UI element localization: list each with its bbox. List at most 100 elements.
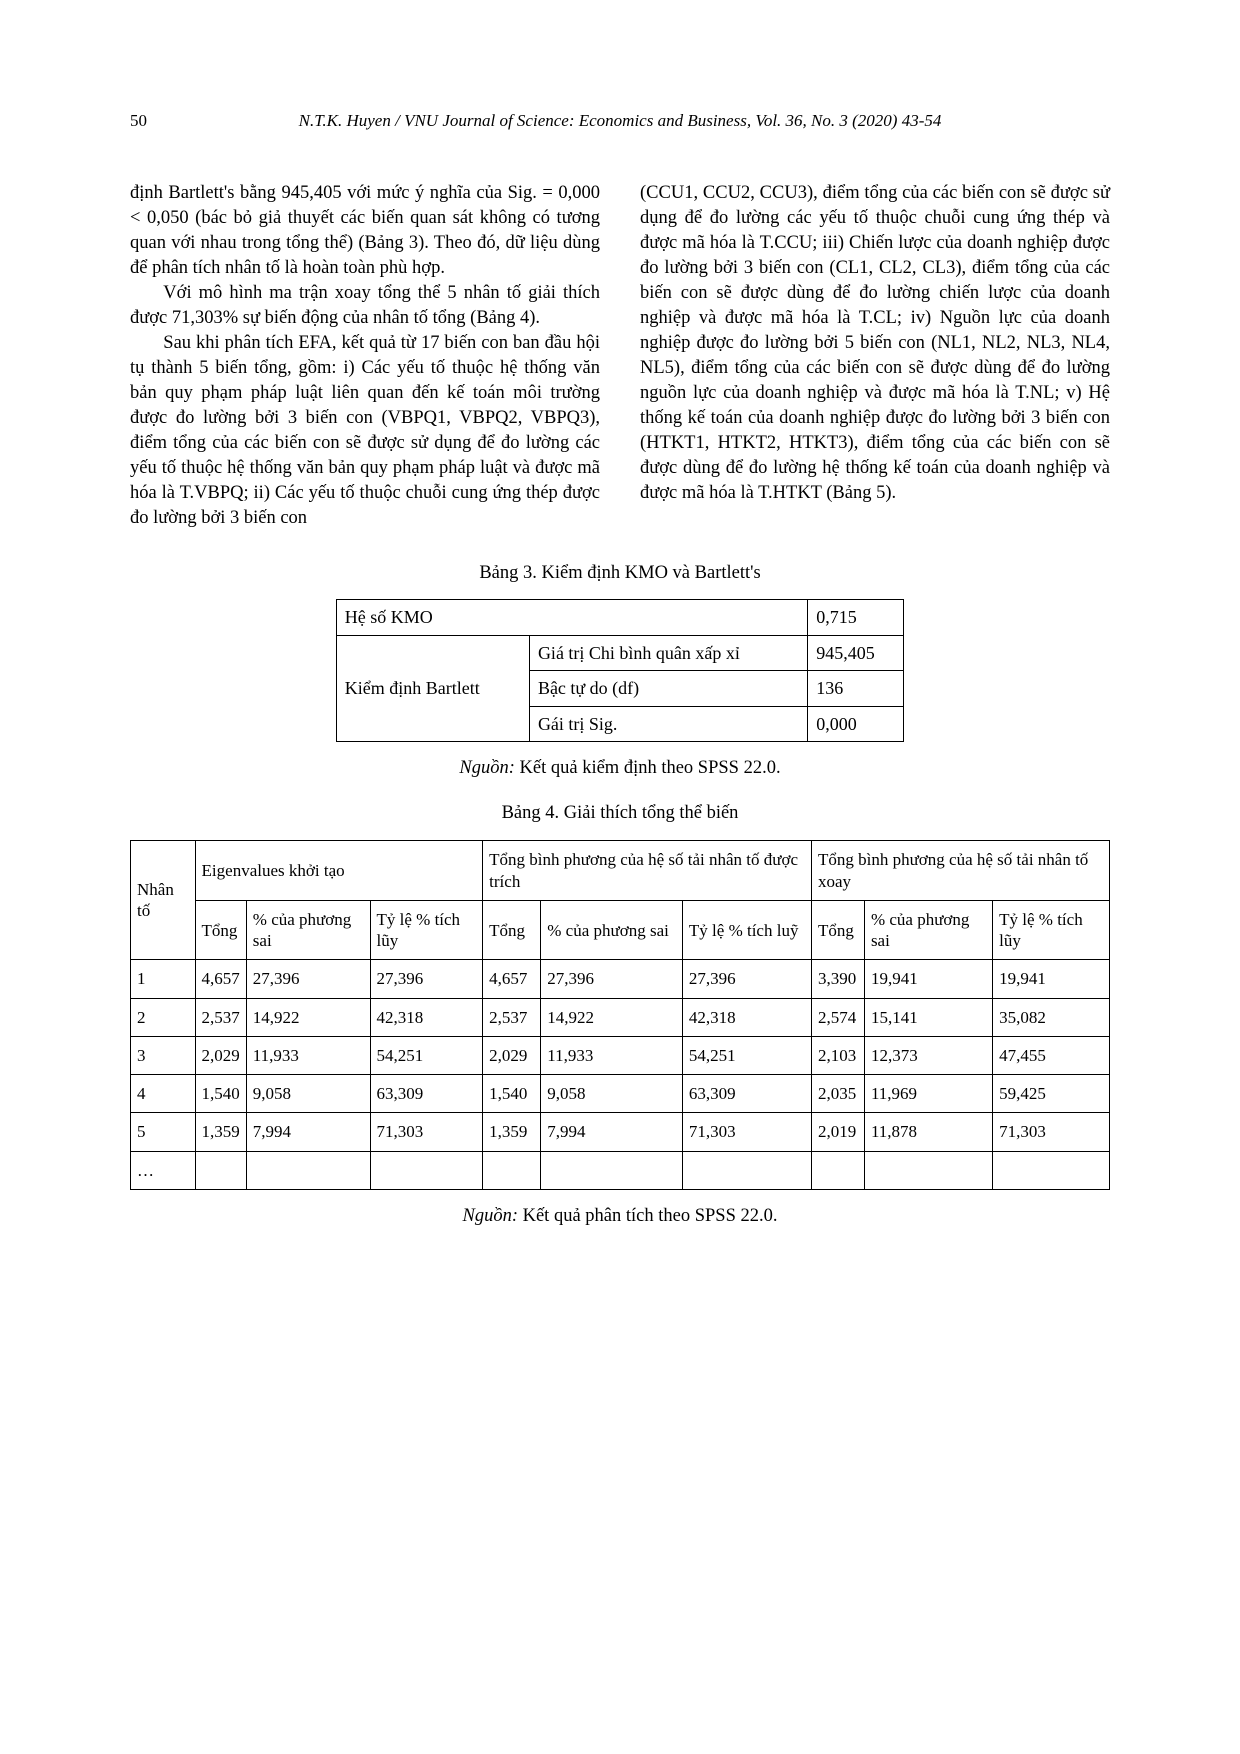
table-cell: 27,396: [370, 960, 483, 998]
table-cell: 136: [808, 671, 904, 707]
table-header: Tổng bình phương của hệ số tải nhân tố x…: [811, 841, 1109, 901]
table-header: Tổng bình phương của hệ số tải nhân tố đ…: [483, 841, 812, 901]
table-cell: 71,303: [370, 1113, 483, 1151]
table-cell: 2,574: [811, 998, 864, 1036]
table-cell: 7,994: [541, 1113, 683, 1151]
table-cell: [864, 1151, 992, 1189]
table-cell: [811, 1151, 864, 1189]
table-cell: 1,359: [483, 1113, 541, 1151]
table-cell: Bậc tự do (df): [529, 671, 807, 707]
note-prefix: Nguồn:: [459, 758, 519, 778]
table-cell: 59,425: [993, 1075, 1110, 1113]
table-cell: 2,035: [811, 1075, 864, 1113]
table-row: 2 2,537 14,922 42,318 2,537 14,922 42,31…: [131, 998, 1110, 1036]
table-cell: 12,373: [864, 1036, 992, 1074]
note-prefix: Nguồn:: [462, 1206, 522, 1226]
table-row: Tổng % của phương sai Tỷ lệ % tích lũy T…: [131, 900, 1110, 960]
table-header: Tỷ lệ % tích lũy: [370, 900, 483, 960]
table-cell: [370, 1151, 483, 1189]
table-row: …: [131, 1151, 1110, 1189]
page-header: 50 N.T.K. Huyen / VNU Journal of Science…: [130, 110, 1110, 133]
table-cell: 47,455: [993, 1036, 1110, 1074]
table-cell: 71,303: [682, 1113, 811, 1151]
table-cell: 15,141: [864, 998, 992, 1036]
table-cell: 4,657: [195, 960, 246, 998]
table-row: 4 1,540 9,058 63,309 1,540 9,058 63,309 …: [131, 1075, 1110, 1113]
table-row: Kiểm định Bartlett Giá trị Chi bình quân…: [336, 635, 903, 671]
table-cell: 3: [131, 1036, 196, 1074]
table-header: % của phương sai: [541, 900, 683, 960]
table-cell: 27,396: [682, 960, 811, 998]
table-cell: [993, 1151, 1110, 1189]
table3: Hệ số KMO 0,715 Kiểm định Bartlett Giá t…: [336, 599, 904, 742]
table-cell: [195, 1151, 246, 1189]
table-cell: 54,251: [682, 1036, 811, 1074]
table-cell: 945,405: [808, 635, 904, 671]
table-cell: 0,715: [808, 600, 904, 636]
table3-title: Bảng 3. Kiểm định KMO và Bartlett's: [130, 561, 1110, 586]
table-header: Tổng: [483, 900, 541, 960]
table-cell: 63,309: [682, 1075, 811, 1113]
table-cell: [246, 1151, 370, 1189]
table-cell: 42,318: [370, 998, 483, 1036]
table-cell: 0,000: [808, 706, 904, 742]
table-cell: 11,933: [541, 1036, 683, 1074]
table-cell: 4: [131, 1075, 196, 1113]
left-column: định Bartlett's bằng 945,405 với mức ý n…: [130, 181, 600, 531]
table-cell: 54,251: [370, 1036, 483, 1074]
table-cell: 2: [131, 998, 196, 1036]
table-row: 5 1,359 7,994 71,303 1,359 7,994 71,303 …: [131, 1113, 1110, 1151]
table-header: % của phương sai: [864, 900, 992, 960]
table-cell: 11,969: [864, 1075, 992, 1113]
table-cell: …: [131, 1151, 196, 1189]
table3-note: Nguồn: Kết quả kiểm định theo SPSS 22.0.: [130, 756, 1110, 781]
table-cell: Kiểm định Bartlett: [336, 635, 529, 742]
table-cell: Giá trị Chi bình quân xấp xỉ: [529, 635, 807, 671]
table-cell: 2,029: [195, 1036, 246, 1074]
table-row: 3 2,029 11,933 54,251 2,029 11,933 54,25…: [131, 1036, 1110, 1074]
table-header: Tỷ lệ % tích luỹ: [682, 900, 811, 960]
table-cell: 11,878: [864, 1113, 992, 1151]
table-cell: 2,029: [483, 1036, 541, 1074]
table-cell: 1,540: [483, 1075, 541, 1113]
table-cell: Gái trị Sig.: [529, 706, 807, 742]
table4: Nhân tố Eigenvalues khởi tạo Tổng bình p…: [130, 840, 1110, 1190]
body-paragraph: (CCU1, CCU2, CCU3), điểm tổng của các bi…: [640, 181, 1110, 506]
table-cell: 1,540: [195, 1075, 246, 1113]
table-cell: 2,537: [483, 998, 541, 1036]
table-header: Tỷ lệ % tích lũy: [993, 900, 1110, 960]
table-cell: 1,359: [195, 1113, 246, 1151]
table-cell: 14,922: [541, 998, 683, 1036]
table-cell: 11,933: [246, 1036, 370, 1074]
body-paragraph: định Bartlett's bằng 945,405 với mức ý n…: [130, 181, 600, 281]
note-text: Kết quả kiểm định theo SPSS 22.0.: [520, 758, 781, 778]
body-columns: định Bartlett's bằng 945,405 với mức ý n…: [130, 181, 1110, 531]
table-cell: 9,058: [246, 1075, 370, 1113]
table-row: 1 4,657 27,396 27,396 4,657 27,396 27,39…: [131, 960, 1110, 998]
table-cell: 2,537: [195, 998, 246, 1036]
header-citation: N.T.K. Huyen / VNU Journal of Science: E…: [299, 111, 942, 130]
table-header: Nhân tố: [131, 841, 196, 960]
table-cell: 19,941: [993, 960, 1110, 998]
table-cell: 5: [131, 1113, 196, 1151]
table-cell: 27,396: [246, 960, 370, 998]
table-cell: 1: [131, 960, 196, 998]
table-cell: 35,082: [993, 998, 1110, 1036]
table-cell: 14,922: [246, 998, 370, 1036]
table-cell: 71,303: [993, 1113, 1110, 1151]
right-column: (CCU1, CCU2, CCU3), điểm tổng của các bi…: [640, 181, 1110, 531]
table-header: Eigenvalues khởi tạo: [195, 841, 483, 901]
table-row: Hệ số KMO 0,715: [336, 600, 903, 636]
table-cell: 7,994: [246, 1113, 370, 1151]
table4-note: Nguồn: Kết quả phân tích theo SPSS 22.0.: [130, 1204, 1110, 1229]
table-cell: 63,309: [370, 1075, 483, 1113]
table-cell: 27,396: [541, 960, 683, 998]
note-text: Kết quả phân tích theo SPSS 22.0.: [523, 1206, 778, 1226]
table-header: % của phương sai: [246, 900, 370, 960]
table-cell: Hệ số KMO: [336, 600, 807, 636]
body-paragraph: Với mô hình ma trận xoay tổng thể 5 nhân…: [130, 281, 600, 331]
body-paragraph: Sau khi phân tích EFA, kết quả từ 17 biế…: [130, 331, 600, 531]
table-cell: 3,390: [811, 960, 864, 998]
table-cell: [682, 1151, 811, 1189]
table-header: Tổng: [811, 900, 864, 960]
